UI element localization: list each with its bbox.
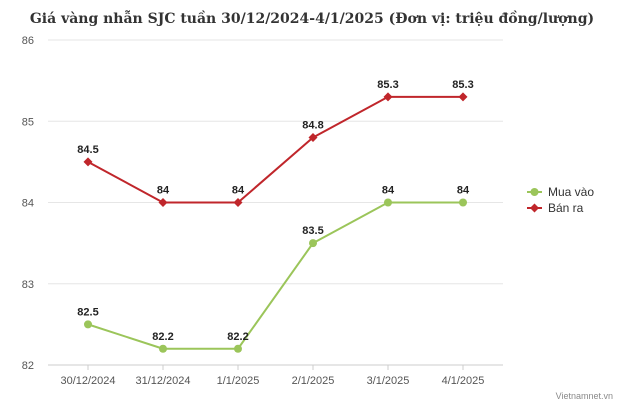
- data-point-mua-vao: [384, 198, 392, 207]
- legend[interactable]: Mua vào Bán ra: [527, 185, 594, 215]
- x-tick-label: 1/1/2025: [217, 375, 260, 387]
- x-tick-label: 30/12/2024: [60, 375, 115, 387]
- data-point-ban-ra: [158, 198, 168, 207]
- legend-item-ban-ra[interactable]: Bán ra: [527, 201, 584, 215]
- y-tick-label: 86: [22, 35, 34, 47]
- data-point-ban-ra: [83, 157, 93, 167]
- legend-marker: [530, 188, 539, 196]
- data-label-mua-vao: 82.2: [227, 331, 248, 343]
- y-tick-label: 85: [22, 116, 34, 128]
- y-axis: 82 83 84 85 86: [22, 35, 34, 372]
- data-labels: 82.5 82.2 82.2 83.5 84 84 84.5 84 84 84.8 85.3 85.3: [77, 79, 473, 343]
- grid-lines: [48, 39, 503, 366]
- legend-label: Mua vào: [548, 185, 594, 199]
- data-label-mua-vao: 84: [457, 185, 470, 197]
- data-point-mua-vao: [459, 198, 467, 207]
- series-line-mua-vao: [87, 201, 463, 350]
- data-label-mua-vao: 82.5: [77, 306, 98, 318]
- data-label-ban-ra: 85.3: [452, 79, 473, 91]
- source-credit: Vietnamnet.vn: [556, 391, 613, 401]
- legend-item-mua-vao[interactable]: Mua vào: [527, 185, 594, 199]
- legend-marker: [530, 203, 539, 213]
- data-label-ban-ra: 84.5: [77, 144, 98, 156]
- legend-label: Bán ra: [548, 201, 584, 215]
- x-tick-label: 3/1/2025: [367, 375, 410, 387]
- series-line-ban-ra: [87, 95, 463, 204]
- data-label-ban-ra: 84: [232, 185, 245, 197]
- x-axis: 30/12/2024 31/12/2024 1/1/2025 2/1/2025 3/1/…: [60, 365, 484, 387]
- plot-area: [83, 92, 468, 353]
- data-label-ban-ra: 85.3: [377, 79, 398, 91]
- data-point-mua-vao: [159, 344, 167, 353]
- data-point-ban-ra: [308, 133, 318, 142]
- y-tick-label: 83: [22, 279, 34, 291]
- data-point-ban-ra: [383, 92, 393, 102]
- data-point-mua-vao: [84, 320, 92, 329]
- data-point-mua-vao: [234, 344, 242, 353]
- y-tick-label: 82: [22, 360, 34, 372]
- data-label-mua-vao: 83.5: [302, 225, 323, 237]
- data-point-ban-ra: [233, 198, 243, 207]
- y-tick-label: 84: [22, 198, 34, 210]
- data-label-mua-vao: 84: [382, 185, 395, 197]
- data-label-mua-vao: 82.2: [152, 331, 173, 343]
- data-point-mua-vao: [309, 239, 317, 248]
- data-label-ban-ra: 84: [157, 185, 170, 197]
- data-label-ban-ra: 84.8: [302, 120, 323, 132]
- x-tick-label: 4/1/2025: [442, 375, 485, 387]
- x-tick-label: 31/12/2024: [135, 375, 190, 387]
- data-point-ban-ra: [458, 92, 468, 102]
- chart-title: Giá vàng nhẫn SJC tuần 30/12/2024-4/1/20…: [30, 9, 594, 27]
- x-tick-label: 2/1/2025: [292, 375, 335, 387]
